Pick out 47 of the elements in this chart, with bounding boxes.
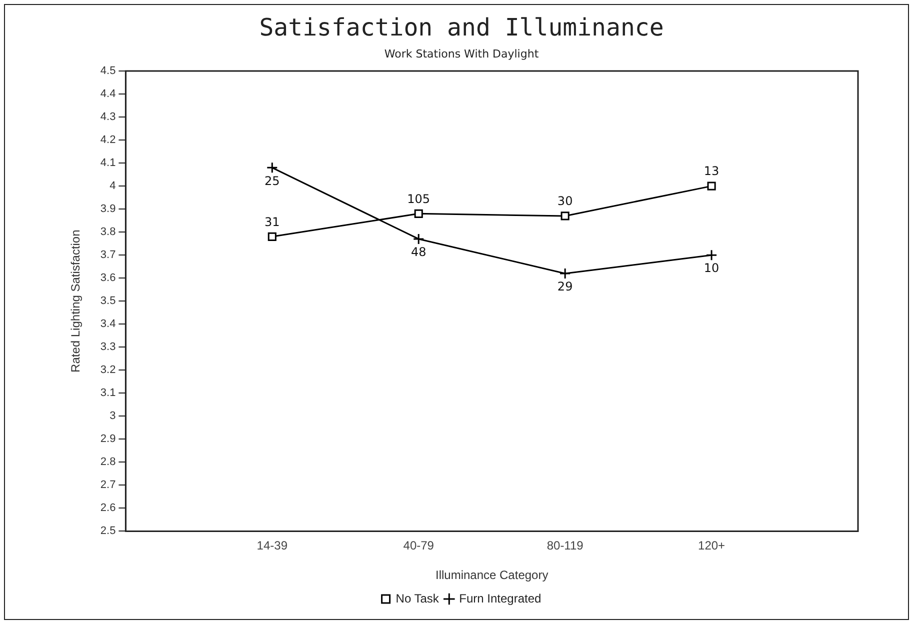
y-tick-label: 3.6 [100, 272, 116, 284]
x-axis-title: Illuminance Category [435, 568, 548, 582]
point [268, 232, 276, 241]
x-tick-label: 40-79 [403, 538, 434, 553]
y-tick-label: 3.1 [100, 387, 116, 400]
y-tick-label: 3.4 [100, 318, 116, 330]
annotation: 10 [704, 261, 720, 276]
y-tick-label: 2.5 [100, 525, 116, 538]
chart-title: Satisfaction and Illuminance [259, 14, 664, 42]
annotation: 29 [557, 280, 573, 294]
annotation: 30 [557, 194, 573, 208]
point [707, 182, 716, 190]
y-tick-label: 4.3 [100, 111, 116, 124]
y-axis-title: Rated Lighting Satisfaction [68, 230, 83, 372]
y-tick-label: 3.5 [100, 295, 116, 308]
x-tick-label: 14-39 [256, 538, 288, 553]
y-tick-label: 3.2 [100, 364, 116, 376]
chart-subtitle: Work Stations With Daylight [384, 47, 540, 60]
y-tick-label: 3.9 [100, 203, 116, 216]
y-tick-label: 3.8 [100, 226, 116, 238]
y-tick-label: 3 [110, 410, 116, 422]
point [559, 268, 571, 280]
y-tick-label: 4.5 [100, 65, 116, 78]
y-tick-label: 2.6 [100, 502, 116, 514]
point [706, 249, 718, 261]
y-tick-label: 2.9 [100, 433, 116, 446]
y-tick-label: 4.1 [100, 157, 116, 170]
y-tick-label: 2.7 [100, 479, 116, 492]
annotation: 13 [704, 164, 720, 178]
legend-label: No Task [396, 591, 440, 606]
point [414, 209, 423, 218]
y-tick-label: 2.8 [100, 456, 116, 468]
annotation: 25 [264, 174, 280, 188]
annotation: 48 [410, 245, 426, 260]
annotation: 31 [264, 214, 280, 229]
y-tick-label: 3.7 [100, 249, 116, 262]
point [266, 162, 278, 174]
y-tick-label: 4.2 [100, 134, 116, 146]
annotation: 105 [407, 192, 430, 206]
y-tick-label: 4 [110, 180, 116, 192]
y-tick-label: 4.4 [100, 88, 116, 100]
point [560, 212, 570, 220]
x-tick-label: 80-119 [546, 538, 584, 553]
point [412, 233, 424, 245]
legend-label: Furn Integrated [459, 591, 542, 606]
y-tick-label: 3.3 [100, 341, 116, 354]
x-tick-label: 120+ [698, 538, 726, 553]
